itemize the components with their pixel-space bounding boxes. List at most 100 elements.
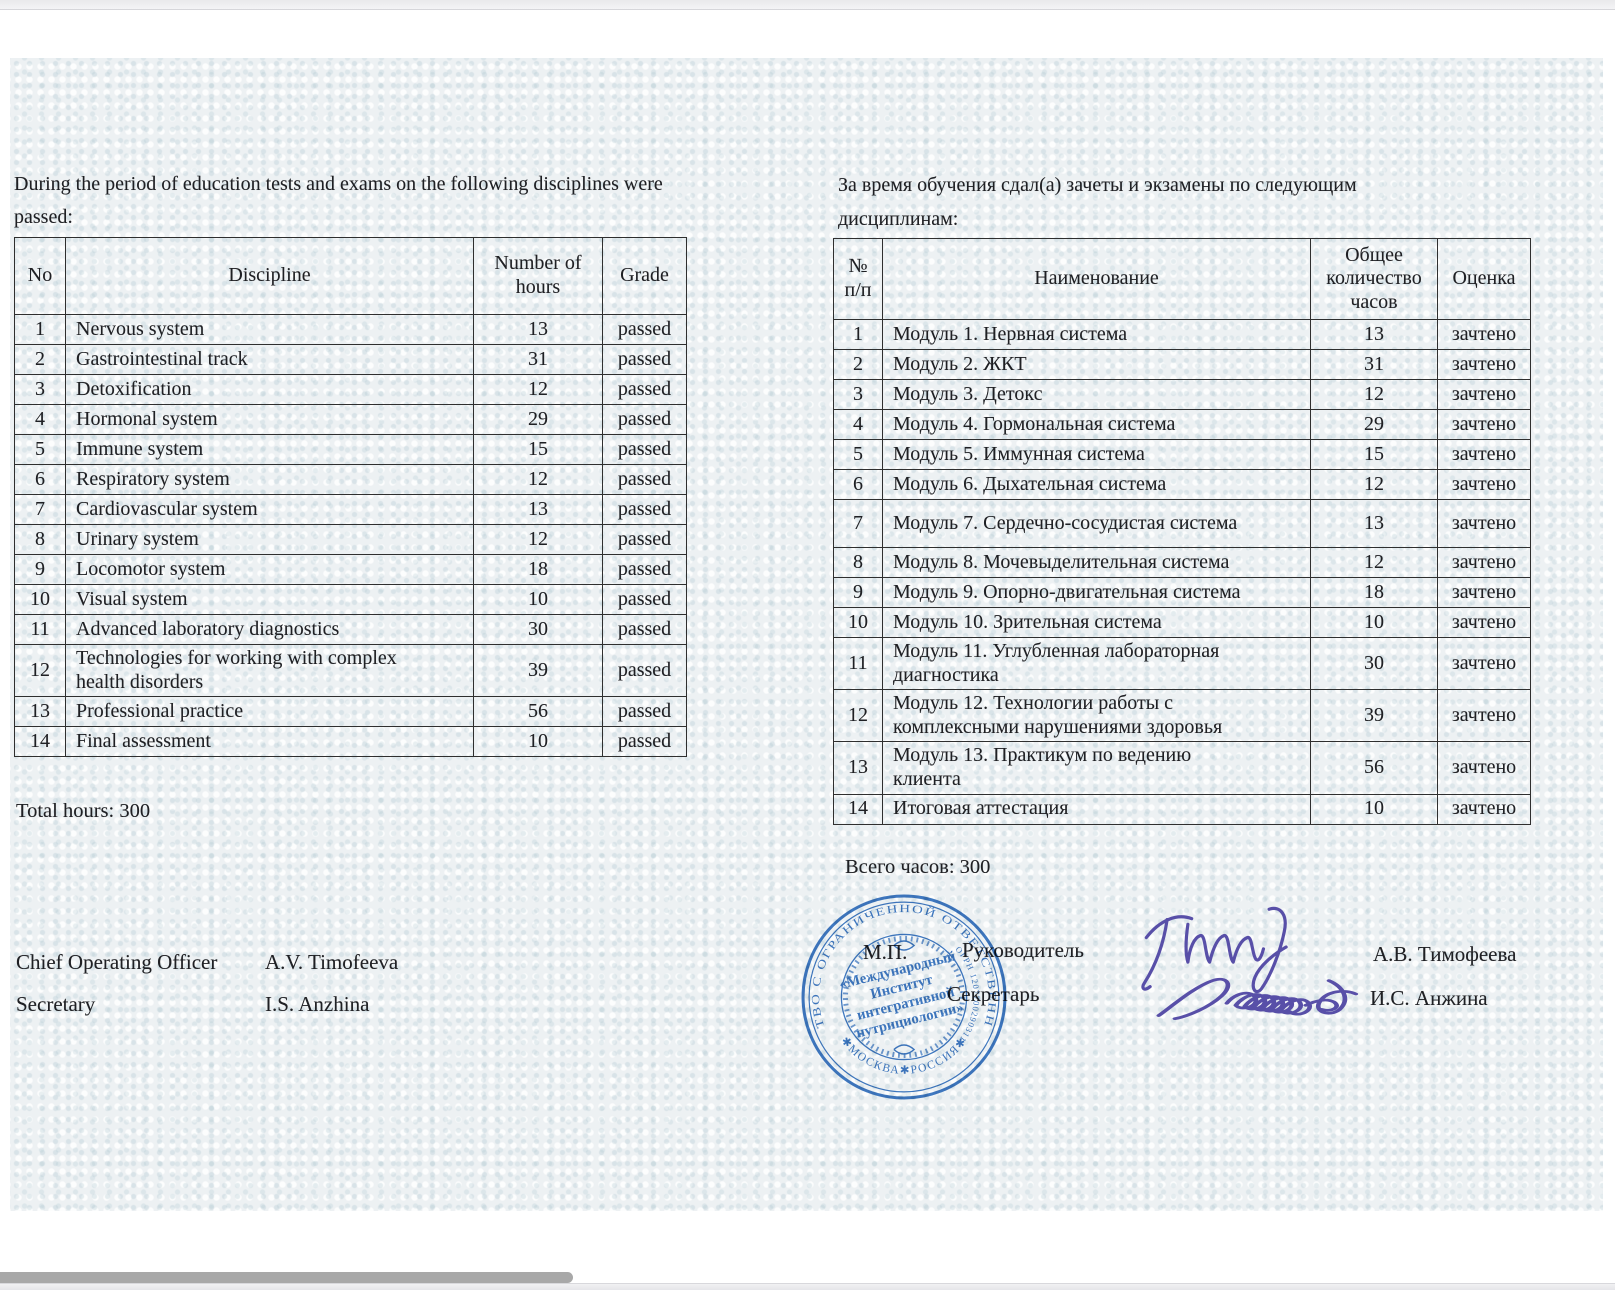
role-secretary-en: Secretary	[16, 992, 96, 1016]
table-cell: 31	[1310, 349, 1438, 380]
name-anzhina-en: I.S. Anzhina	[265, 992, 370, 1016]
table-cell: зачтено	[1437, 741, 1531, 795]
table-row: 11 Advanced laboratory diagnostics 30 passe…	[14, 614, 687, 645]
table-cell: Locomotor system	[65, 554, 474, 585]
table-cell: 39	[473, 643, 603, 698]
column-header-mark: Оценка	[1437, 238, 1531, 320]
table-cell: 15	[473, 434, 603, 465]
table-cell: Модуль 12. Технологии работы с комплексн…	[882, 689, 1311, 743]
table-cell: 12	[1310, 547, 1438, 578]
heading-russian: За время обучения сдал(а) зачеты и экзам…	[838, 174, 1357, 230]
table-cell: Detoxification	[65, 374, 474, 405]
table-cell: зачтено	[1437, 469, 1531, 500]
table-cell: Итоговая аттестация	[882, 793, 1311, 825]
table-cell: Hormonal system	[65, 404, 474, 435]
table-cell: 2	[833, 349, 883, 380]
table-cell: 11	[833, 636, 883, 691]
official-stamp-icon: ОБЩЕСТВО С ОГРАНИЧЕННОЙ ОТВЕТСТВЕННОСТЬЮ…	[798, 891, 1007, 1100]
table-cell: 12	[833, 689, 883, 743]
disciplines-table-russian: № п/п Наименование Общее количество часо…	[833, 238, 1531, 825]
table-row: 7 Cardiovascular system 13 passed	[14, 494, 687, 525]
table-cell: 11	[14, 614, 66, 645]
name-timofeeva-en: A.V. Timofeeva	[265, 950, 399, 974]
table-cell: passed	[602, 726, 687, 758]
table-row: 2 Модуль 2. ЖКТ 31 зачтено	[833, 349, 1531, 380]
table-row: 3 Модуль 3. Детокс 12 зачтено	[833, 379, 1531, 410]
horizontal-scrollbar-thumb[interactable]	[0, 1272, 573, 1283]
window-top-edge	[0, 0, 1615, 10]
table-row: 11 Модуль 11. Углубленная лабораторная ди…	[833, 636, 1531, 691]
table-cell: зачтено	[1437, 636, 1531, 691]
table-cell: Модуль 2. ЖКТ	[882, 349, 1311, 380]
table-cell: 3	[14, 374, 66, 405]
table-cell: Модуль 8. Мочевыделительная система	[882, 547, 1311, 578]
table-cell: 18	[473, 554, 603, 585]
table-cell: зачтено	[1437, 499, 1531, 548]
column-header-grade: Grade	[602, 237, 687, 315]
table-cell: Urinary system	[65, 524, 474, 555]
table-row: 3 Detoxification 12 passed	[14, 374, 687, 405]
table-cell: зачтено	[1437, 439, 1531, 470]
table-cell: 10	[473, 726, 603, 758]
table-cell: 3	[833, 379, 883, 410]
table-cell: 2	[14, 344, 66, 375]
table-cell: 9	[833, 577, 883, 608]
table-cell: зачтено	[1437, 379, 1531, 410]
table-cell: Respiratory system	[65, 464, 474, 495]
table-cell: Модуль 4. Гормональная система	[882, 409, 1311, 440]
table-row: 8 Модуль 8. Мочевыделительная система 12 за…	[833, 547, 1531, 578]
table-cell: 10	[1310, 793, 1438, 825]
total-hours-russian: Всего часов: 300	[845, 856, 991, 878]
table-cell: 1	[833, 319, 883, 350]
table-cell: passed	[602, 554, 687, 585]
table-cell: 13	[473, 314, 603, 345]
table-cell: 31	[473, 344, 603, 375]
table-cell: Immune system	[65, 434, 474, 465]
table-cell: 12	[473, 524, 603, 555]
table-cell: Cardiovascular system	[65, 494, 474, 525]
table-cell: зачтено	[1437, 793, 1531, 825]
role-rukovoditel: Руководитель	[962, 938, 1084, 962]
table-cell: зачтено	[1437, 319, 1531, 350]
table-cell: Модуль 1. Нервная система	[882, 319, 1311, 350]
table-row: 4 Hormonal system 29 passed	[14, 404, 687, 435]
table-cell: зачтено	[1437, 349, 1531, 380]
column-header-name: Наименование	[882, 238, 1311, 320]
table-cell: 4	[14, 404, 66, 435]
table-row: 12 Модуль 12. Технологии работы с комплек…	[833, 689, 1531, 743]
table-cell: 5	[14, 434, 66, 465]
table-row: 13 Модуль 13. Практикум по ведению клиент…	[833, 741, 1531, 795]
table-cell: passed	[602, 314, 687, 345]
signature-timofeeva	[1141, 906, 1288, 994]
table-cell: 29	[1310, 409, 1438, 440]
table-cell: 12	[14, 643, 66, 698]
table-header-row: № п/п Наименование Общее количество часо…	[833, 238, 1531, 320]
table-cell: 39	[1310, 689, 1438, 743]
table-cell: Модуль 6. Дыхательная система	[882, 469, 1311, 500]
table-cell: 15	[1310, 439, 1438, 470]
name-timofeeva-ru: А.В. Тимофеева	[1373, 942, 1517, 966]
table-row: 2 Gastrointestinal track 31 passed	[14, 344, 687, 375]
table-cell: Модуль 7. Сердечно-сосудистая система	[882, 499, 1311, 548]
table-cell: passed	[602, 524, 687, 555]
table-row: 10 Visual system 10 passed	[14, 584, 687, 615]
table-row: 12 Technologies for working with complex …	[14, 643, 687, 698]
table-cell: 13	[1310, 499, 1438, 548]
table-cell: Модуль 9. Опорно-двигательная система	[882, 577, 1311, 608]
table-cell: 14	[833, 793, 883, 825]
table-cell: Technologies for working with complex he…	[65, 643, 474, 698]
table-row: 7 Модуль 7. Сердечно-сосудистая система 13…	[833, 499, 1531, 548]
stamp-ornament-bottom	[893, 1044, 916, 1055]
column-header-discipline: Discipline	[65, 237, 474, 315]
table-cell: зачтено	[1437, 577, 1531, 608]
table-header-row: No Discipline Number of hours Grade	[14, 237, 687, 315]
role-chief-operating-officer: Chief Operating Officer	[16, 950, 218, 974]
table-cell: passed	[602, 404, 687, 435]
table-cell: 14	[14, 726, 66, 758]
table-cell: Final assessment	[65, 726, 474, 758]
heading-english: During the period of education tests and…	[14, 173, 663, 228]
table-cell: 13	[1310, 319, 1438, 350]
table-cell: passed	[602, 374, 687, 405]
table-cell: passed	[602, 464, 687, 495]
signature-anzhina	[1156, 977, 1359, 1021]
